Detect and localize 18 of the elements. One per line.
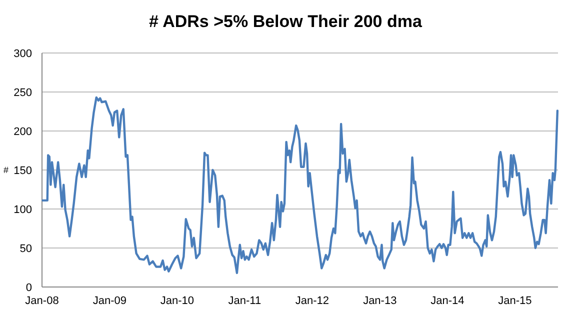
y-tick-label: 0 xyxy=(26,282,32,294)
x-tick-label: Jan-13 xyxy=(363,295,397,307)
chart-title: # ADRs >5% Below Their 200 dma xyxy=(149,12,422,31)
y-tick-label: 300 xyxy=(14,48,32,60)
y-tick-label: 50 xyxy=(20,242,32,255)
line-series xyxy=(42,96,559,274)
y-tick-label: 150 xyxy=(14,164,32,177)
y-tick-label: 250 xyxy=(14,86,32,99)
y-tick-label: 100 xyxy=(14,204,32,216)
y-tick-label: 200 xyxy=(14,126,32,138)
x-tick-label: Jan-15 xyxy=(498,295,532,307)
y-axis-title: # xyxy=(3,165,9,176)
x-tick-label: Jan-14 xyxy=(430,295,464,307)
x-tick-label: Jan-10 xyxy=(160,295,194,307)
x-tick-label: Jan-11 xyxy=(228,295,262,307)
x-tick-label: Jan-12 xyxy=(295,295,330,307)
x-tick-label: Jan-09 xyxy=(92,295,127,307)
x-tick-label: Jan-08 xyxy=(25,295,59,307)
